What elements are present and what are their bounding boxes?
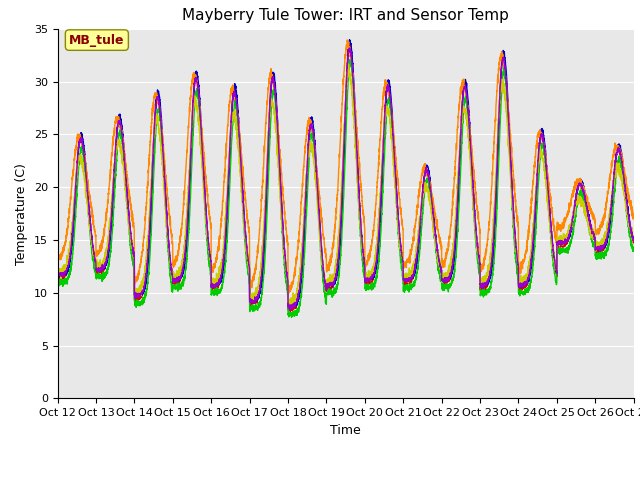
Water Body T <box>54 270 61 276</box>
Tule Body T <box>475 255 483 261</box>
Line: PanelT: PanelT <box>58 64 634 308</box>
Tule Body T <box>54 272 61 277</box>
PanelT <box>324 279 332 285</box>
PanelT <box>475 254 483 260</box>
Water Body T <box>508 178 516 183</box>
Line: Water T: Water T <box>58 60 634 317</box>
Water T <box>288 314 296 320</box>
AM25T <box>54 273 61 279</box>
AM25T <box>444 277 451 283</box>
PanelT <box>157 148 165 154</box>
Line: AM25T: AM25T <box>58 48 634 310</box>
Tule Body T <box>287 308 294 314</box>
Water Body T <box>286 305 294 311</box>
Tule T <box>508 148 516 154</box>
Water Body T <box>629 237 637 243</box>
Tule Body T <box>157 118 165 124</box>
AM25T <box>286 307 294 313</box>
AM25T <box>157 121 165 127</box>
Tule T <box>157 120 165 125</box>
AM25T <box>475 255 483 261</box>
Y-axis label: Temperature (C): Temperature (C) <box>15 163 28 264</box>
Tule T <box>444 249 451 255</box>
AM25T <box>346 45 353 51</box>
Tule T <box>285 290 292 296</box>
Legend: Tule Body T, Water Body T, Tule T, Water T, PanelT, AM25T: Tule Body T, Water Body T, Tule T, Water… <box>100 478 591 480</box>
Line: Water Body T: Water Body T <box>58 40 634 308</box>
AM25T <box>324 283 332 288</box>
PanelT <box>508 193 516 199</box>
PanelT <box>630 237 637 243</box>
Water Body T <box>324 283 332 288</box>
Text: MB_tule: MB_tule <box>69 34 125 47</box>
AM25T <box>508 179 516 185</box>
Tule Body T <box>629 238 637 243</box>
Tule T <box>54 259 61 264</box>
PanelT <box>444 273 451 278</box>
Line: Tule Body T: Tule Body T <box>58 43 634 311</box>
Tule T <box>324 265 332 271</box>
Tule T <box>629 216 637 221</box>
Water T <box>157 126 165 132</box>
Water T <box>324 288 332 294</box>
Line: Tule T: Tule T <box>58 40 634 293</box>
Tule T <box>630 214 637 220</box>
Tule T <box>475 220 483 226</box>
AM25T <box>630 237 637 243</box>
Water Body T <box>444 276 451 281</box>
Water T <box>508 192 516 198</box>
AM25T <box>629 235 637 240</box>
Water Body T <box>475 256 483 262</box>
Water T <box>54 283 61 289</box>
Water T <box>444 283 451 289</box>
Water T <box>346 57 354 62</box>
Tule T <box>344 37 351 43</box>
Title: Mayberry Tule Tower: IRT and Sensor Temp: Mayberry Tule Tower: IRT and Sensor Temp <box>182 9 509 24</box>
PanelT <box>286 305 294 311</box>
PanelT <box>345 61 353 67</box>
Tule Body T <box>444 280 451 286</box>
Water T <box>630 245 637 251</box>
Tule Body T <box>346 40 354 46</box>
Tule Body T <box>324 284 332 289</box>
PanelT <box>54 265 61 271</box>
Tule Body T <box>630 239 637 245</box>
Tule Body T <box>508 178 516 184</box>
Water T <box>629 249 637 254</box>
PanelT <box>629 236 637 242</box>
Water Body T <box>630 237 637 242</box>
Water Body T <box>346 37 353 43</box>
Water Body T <box>157 114 165 120</box>
X-axis label: Time: Time <box>330 424 361 437</box>
Water T <box>475 266 483 272</box>
